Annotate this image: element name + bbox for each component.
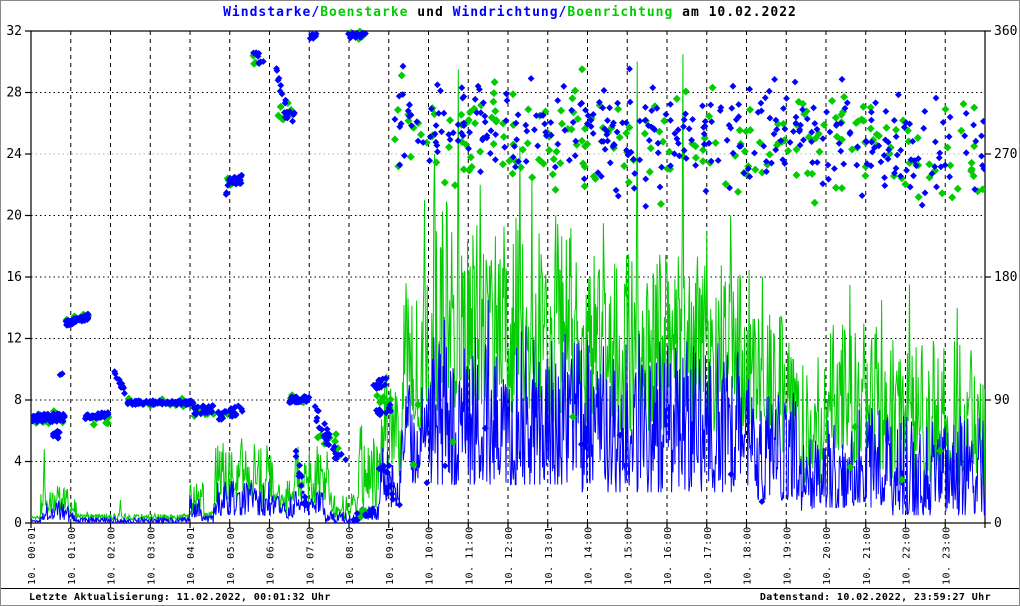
y-left-tick-label: 4: [14, 455, 22, 470]
last-update-text: Letzte Aktualisierung: 11.02.2022, 00:01…: [29, 592, 331, 603]
wind-chart-plot: 0 4 8 12 16 20 24 28 32 0 90 180 270 360 10. 00:01 10. …: [0, 1, 1020, 587]
y-right-tick-label: 0: [994, 516, 1002, 531]
status-bar: Letzte Aktualisierung: 11.02.2022, 00:01…: [1, 588, 1019, 605]
x-tick-label: 10. 07:00: [305, 526, 316, 585]
x-tick-label: 10. 23:00: [941, 526, 952, 585]
x-tick-label: 10. 02:00: [107, 526, 118, 585]
gridlines: [31, 31, 985, 523]
y-right-tick-label: 90: [994, 393, 1010, 408]
x-tick-label: 10. 10:00: [425, 526, 436, 585]
x-tick-label: 10. 15:00: [623, 526, 634, 585]
y-left-tick-label: 12: [6, 332, 22, 347]
y-right-tick-label: 360: [994, 24, 1017, 39]
x-tick-label: 10. 16:00: [663, 526, 674, 585]
x-tick-label: 10. 19:00: [782, 526, 793, 585]
x-tick-label: 10. 11:00: [464, 526, 475, 585]
y-right-tick-label: 180: [994, 270, 1017, 285]
x-tick-label: 10. 18:00: [743, 526, 754, 585]
y-left-tick-label: 24: [6, 147, 22, 162]
x-tick-label: 10. 14:00: [584, 526, 595, 585]
x-tick-label: 10. 09:01: [385, 526, 396, 585]
y-left-tick-label: 28: [6, 86, 22, 101]
x-tick-label: 10. 22:00: [902, 526, 913, 585]
x-tick-label: 10. 04:01: [186, 526, 197, 585]
x-tick-label: 10. 06:00: [266, 526, 277, 585]
y-left-tick-label: 8: [14, 393, 22, 408]
y-left-tick-label: 0: [14, 516, 22, 531]
y-left-tick-label: 32: [6, 24, 22, 39]
x-tick-label: 10. 00:01: [27, 526, 38, 585]
x-tick-label: 10. 20:00: [822, 526, 833, 585]
chart-window: Windstarke/Boenstarke und Windrichtung/B…: [0, 0, 1020, 606]
x-tick-label: 10. 17:00: [703, 526, 714, 585]
x-tick-label: 10. 13:01: [544, 526, 555, 585]
x-tick-label: 10. 01:00: [67, 526, 78, 585]
x-tick-label: 10. 12:00: [504, 526, 515, 585]
x-tick-label: 10. 08:00: [345, 526, 356, 585]
y-right-tick-label: 270: [994, 147, 1017, 162]
y-left-tick-label: 16: [6, 270, 22, 285]
x-tick-label: 10. 21:00: [862, 526, 873, 585]
x-tick-label: 10. 05:00: [226, 526, 237, 585]
x-tick-label: 10. 03:00: [146, 526, 157, 585]
data-timestamp-text: Datenstand: 10.02.2022, 23:59:27 Uhr: [760, 592, 991, 603]
y-left-tick-label: 20: [6, 209, 22, 224]
